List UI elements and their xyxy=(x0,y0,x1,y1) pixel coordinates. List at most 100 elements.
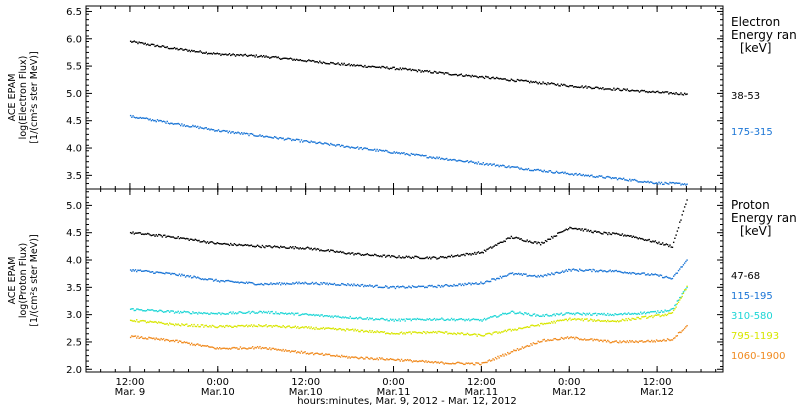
data-point xyxy=(579,86,581,89)
data-point xyxy=(471,252,474,255)
data-point xyxy=(499,314,502,316)
data-point xyxy=(582,339,585,341)
data-point xyxy=(467,74,470,77)
data-point xyxy=(223,326,226,329)
data-point xyxy=(295,281,298,283)
data-point xyxy=(330,142,332,145)
x-tick-label: 0:00 xyxy=(558,377,580,388)
data-point xyxy=(486,280,488,282)
data-point xyxy=(203,311,205,314)
data-point xyxy=(420,71,422,73)
data-point xyxy=(332,316,334,319)
data-point xyxy=(403,318,405,321)
data-point xyxy=(317,353,320,355)
data-point xyxy=(470,319,472,321)
data-point xyxy=(516,237,519,239)
data-point xyxy=(582,87,585,89)
data-point xyxy=(581,228,583,230)
data-point xyxy=(217,129,220,131)
data-point xyxy=(184,323,187,326)
data-point xyxy=(653,340,655,342)
data-point xyxy=(547,273,549,275)
data-point xyxy=(176,47,178,50)
data-point xyxy=(395,332,398,335)
data-point xyxy=(162,322,165,325)
data-point xyxy=(225,347,227,350)
data-point xyxy=(171,47,173,50)
data-point xyxy=(411,318,414,320)
data-point xyxy=(649,311,652,313)
data-point xyxy=(160,321,162,324)
data-point xyxy=(676,230,679,232)
data-point xyxy=(679,182,681,184)
data-point xyxy=(266,312,269,314)
data-point xyxy=(354,356,356,358)
data-point xyxy=(594,320,597,322)
data-point xyxy=(344,284,347,286)
data-point xyxy=(360,146,362,149)
data-point xyxy=(527,326,530,329)
data-point xyxy=(499,77,502,80)
data-point xyxy=(469,282,471,285)
data-point xyxy=(636,313,638,316)
data-point xyxy=(190,125,193,128)
data-point xyxy=(231,54,233,56)
data-point xyxy=(657,274,659,276)
data-point xyxy=(237,54,239,56)
data-point xyxy=(200,278,203,281)
data-point xyxy=(655,90,658,93)
data-point xyxy=(627,180,630,182)
data-point xyxy=(314,141,316,143)
data-point xyxy=(402,67,404,69)
data-point xyxy=(642,181,644,183)
data-point xyxy=(212,52,215,54)
data-point xyxy=(264,246,266,249)
data-point xyxy=(283,313,286,315)
data-point xyxy=(387,67,389,70)
data-point xyxy=(497,242,499,245)
data-point xyxy=(659,311,661,313)
data-point xyxy=(598,270,600,272)
data-point xyxy=(143,117,145,119)
data-point xyxy=(142,310,144,312)
data-point xyxy=(222,280,225,282)
data-point xyxy=(453,332,455,334)
data-point xyxy=(577,270,580,272)
data-point xyxy=(352,328,354,330)
data-point xyxy=(371,65,373,67)
data-point xyxy=(280,349,282,351)
data-point xyxy=(616,87,619,90)
data-point xyxy=(372,319,375,321)
data-point xyxy=(297,138,299,141)
data-point xyxy=(342,328,344,331)
data-point xyxy=(367,357,370,360)
data-point xyxy=(198,127,200,130)
data-point xyxy=(249,133,251,135)
data-point xyxy=(571,318,574,321)
data-point xyxy=(655,339,658,341)
data-point xyxy=(649,181,652,183)
data-point xyxy=(298,351,300,354)
data-point xyxy=(376,255,378,257)
data-point xyxy=(273,245,276,247)
data-point xyxy=(593,230,596,233)
data-point xyxy=(505,275,508,277)
data-point xyxy=(593,312,596,315)
data-point xyxy=(393,66,395,69)
data-point xyxy=(520,79,522,81)
data-point xyxy=(303,140,305,142)
data-point xyxy=(275,246,277,248)
data-point xyxy=(164,323,166,325)
data-point xyxy=(403,257,405,259)
data-point xyxy=(615,313,618,316)
data-point xyxy=(236,54,238,56)
data-point xyxy=(461,283,464,285)
data-point xyxy=(287,247,289,250)
data-point xyxy=(680,92,682,94)
data-point xyxy=(560,336,563,339)
data-point xyxy=(228,325,231,327)
data-point xyxy=(365,330,367,332)
data-point xyxy=(256,345,259,348)
data-point xyxy=(145,321,148,324)
data-point xyxy=(614,340,616,342)
